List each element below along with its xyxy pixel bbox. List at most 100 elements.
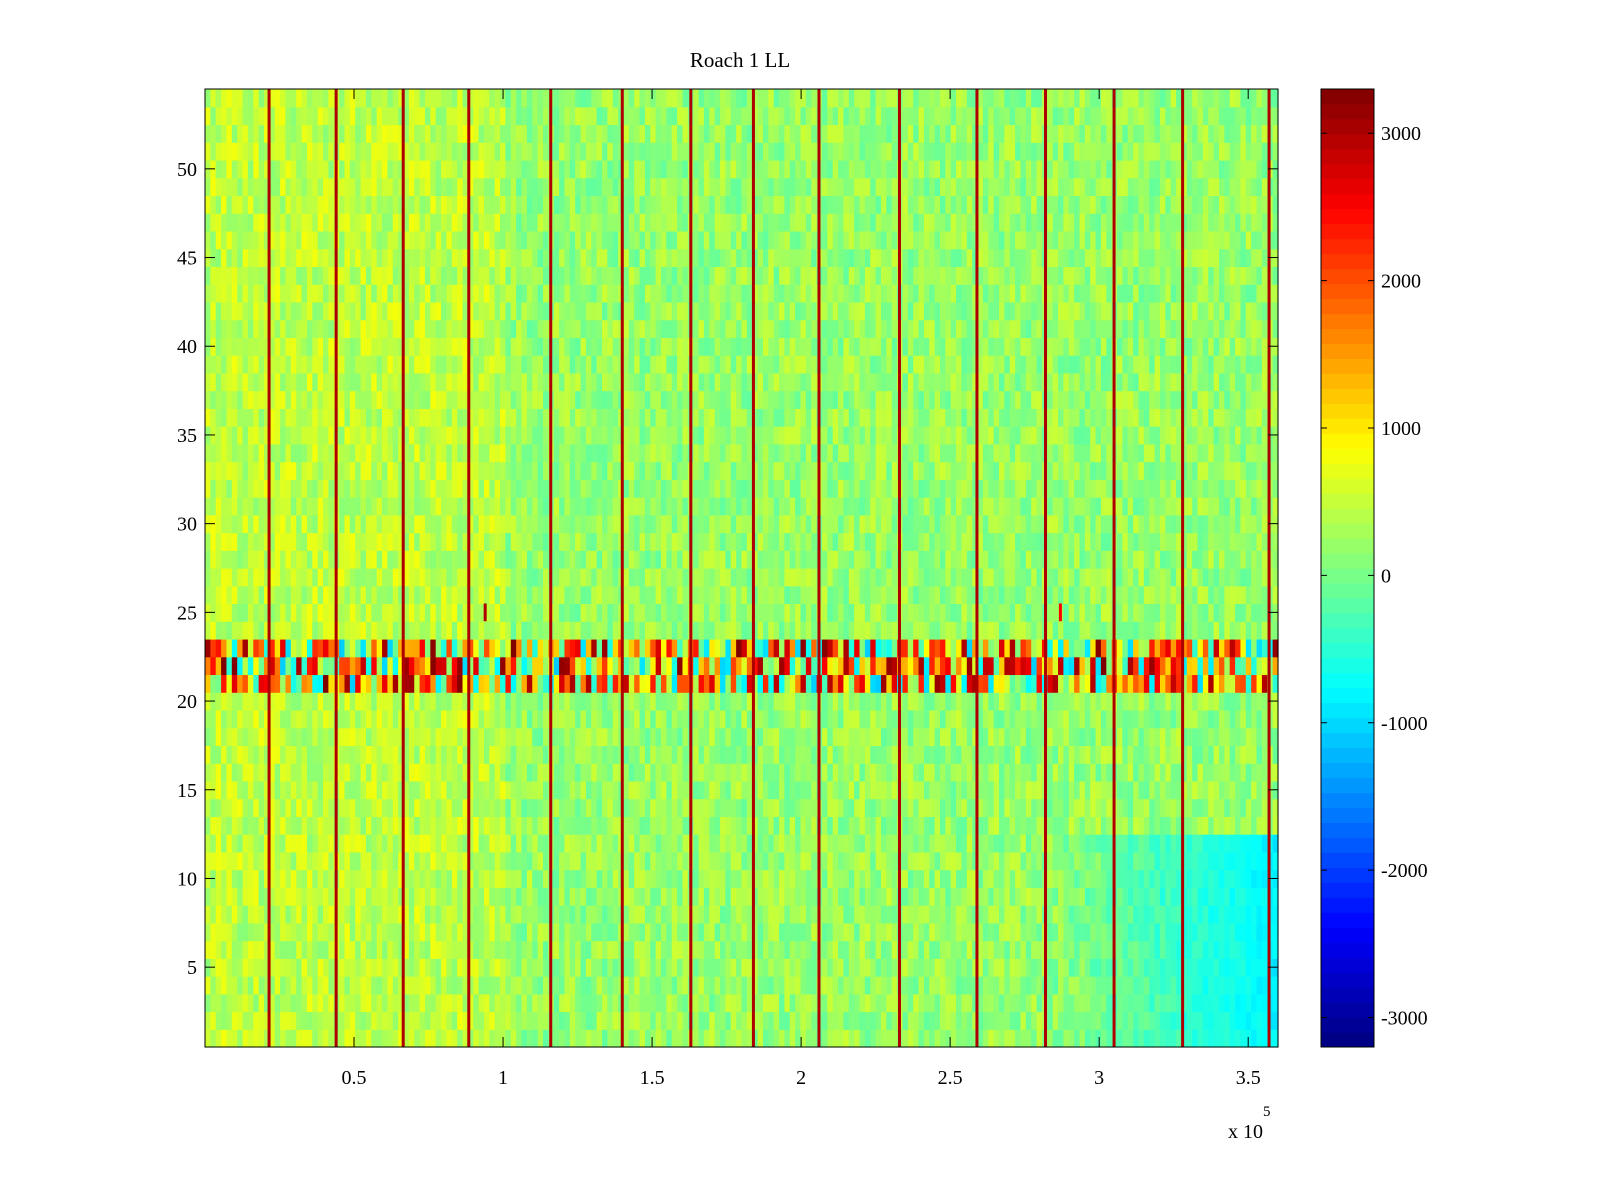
heatmap-cell (505, 1029, 512, 1048)
heatmap-cell (741, 869, 748, 888)
heatmap-cell (446, 851, 453, 871)
heatmap-cell (489, 834, 496, 853)
heatmap-cell (875, 780, 882, 800)
heatmap-cell (1170, 798, 1177, 817)
heatmap-cell (360, 851, 367, 871)
heatmap-cell (221, 638, 228, 658)
heatmap-cell (360, 976, 367, 995)
heatmap-cell (891, 727, 898, 747)
heatmap-cell (430, 603, 437, 622)
heatmap-cell (956, 656, 963, 676)
heatmap-cell (736, 709, 743, 729)
heatmap-cell (500, 869, 507, 888)
heatmap-cell (993, 798, 1000, 817)
heatmap-cell (1020, 958, 1027, 977)
heatmap-cell (451, 869, 458, 888)
heatmap-cell (1213, 869, 1220, 888)
heatmap-cell (494, 993, 501, 1013)
heatmap-cell (934, 709, 941, 729)
heatmap-cell (956, 603, 963, 622)
heatmap-cell (1218, 674, 1225, 693)
heatmap-cell (1170, 1011, 1177, 1030)
heatmap-cell (1015, 816, 1022, 835)
heatmap-cell (993, 763, 1000, 782)
heatmap-cell (1084, 745, 1091, 764)
heatmap-cell (999, 603, 1005, 622)
heatmap-cell (1138, 1029, 1145, 1048)
heatmap-cell (1122, 834, 1129, 853)
heatmap-cell (929, 798, 936, 817)
heatmap-cell (1213, 745, 1220, 764)
heatmap-cell (961, 834, 968, 853)
heatmap-cell (296, 905, 303, 924)
heatmap-cell (483, 834, 490, 853)
heatmap-cell (467, 709, 474, 729)
heatmap-cell (1202, 869, 1209, 888)
heatmap-cell (575, 674, 582, 693)
heatmap-cell (682, 993, 689, 1013)
heatmap-cell (280, 851, 287, 871)
heatmap-cell (1074, 816, 1081, 835)
heatmap-cell (360, 674, 367, 693)
heatmap-cell (290, 638, 297, 658)
heatmap-cell (677, 993, 684, 1013)
heatmap-cell (1261, 656, 1268, 676)
heatmap-cell (532, 692, 539, 711)
heatmap-cell (457, 869, 464, 888)
heatmap-cell (838, 958, 845, 977)
heatmap-cell (950, 780, 957, 800)
heatmap-cell (628, 709, 635, 729)
heatmap-cell (441, 674, 448, 693)
heatmap-cell (446, 798, 453, 817)
heatmap-cell (543, 834, 549, 853)
heatmap-cell (698, 1029, 705, 1048)
heatmap-cell (644, 1029, 651, 1048)
heatmap-cell (950, 674, 957, 693)
heatmap-cell (478, 798, 485, 817)
heatmap-cell (253, 851, 260, 871)
heatmap-cell (698, 993, 705, 1013)
heatmap-cell (376, 905, 383, 924)
heatmap-cell (923, 798, 930, 817)
heatmap-cell (285, 958, 292, 977)
heatmap-cell (993, 780, 1000, 800)
heatmap-cell (1272, 709, 1279, 729)
heatmap-cell (360, 603, 367, 622)
heatmap-cell (451, 692, 458, 711)
heatmap-cell (1133, 763, 1140, 782)
heatmap-cell (746, 692, 753, 711)
heatmap-cell (1240, 727, 1247, 747)
heatmap-cell (725, 905, 732, 924)
heatmap-cell (290, 834, 297, 853)
heatmap-cell (526, 976, 533, 995)
heatmap-cell (843, 905, 850, 924)
heatmap-cell (403, 869, 410, 888)
heatmap-cell (1058, 727, 1064, 747)
heatmap-cell (1149, 887, 1156, 906)
heatmap-cell (1058, 1011, 1064, 1030)
heatmap-cell (376, 621, 383, 640)
heatmap-cell (1122, 727, 1129, 747)
heatmap-cell (666, 993, 673, 1013)
heatmap-cell (988, 834, 995, 853)
heatmap-cell (773, 851, 780, 871)
heatmap-cell (1052, 709, 1059, 729)
heatmap-cell (891, 816, 898, 835)
heatmap-cell (478, 851, 485, 871)
heatmap-cell (864, 1011, 871, 1030)
heatmap-cell (339, 780, 346, 800)
heatmap-cell (929, 1011, 936, 1030)
heatmap-cell (913, 905, 920, 924)
heatmap-cell (1218, 993, 1225, 1013)
heatmap-cell (821, 656, 828, 676)
heatmap-cell (424, 1011, 431, 1030)
heatmap-cell (1084, 958, 1091, 977)
heatmap-cell (1181, 993, 1188, 1013)
heatmap-cell (1090, 851, 1097, 871)
heatmap-cell (832, 692, 839, 711)
heatmap-cell (768, 905, 775, 924)
heatmap-cell (762, 905, 769, 924)
heatmap-cell (1004, 940, 1011, 959)
heatmap-cell (451, 851, 458, 871)
heatmap-cell (1084, 869, 1091, 888)
